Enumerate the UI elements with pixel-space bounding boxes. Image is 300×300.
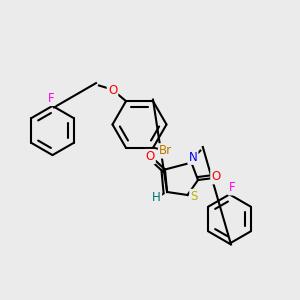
Text: F: F <box>229 181 235 194</box>
Text: F: F <box>48 92 54 105</box>
Text: H: H <box>152 191 161 204</box>
Text: O: O <box>212 170 220 183</box>
Text: O: O <box>108 84 117 97</box>
Text: O: O <box>146 150 154 163</box>
Text: S: S <box>190 190 198 203</box>
Text: N: N <box>188 151 197 164</box>
Text: Br: Br <box>159 144 172 158</box>
